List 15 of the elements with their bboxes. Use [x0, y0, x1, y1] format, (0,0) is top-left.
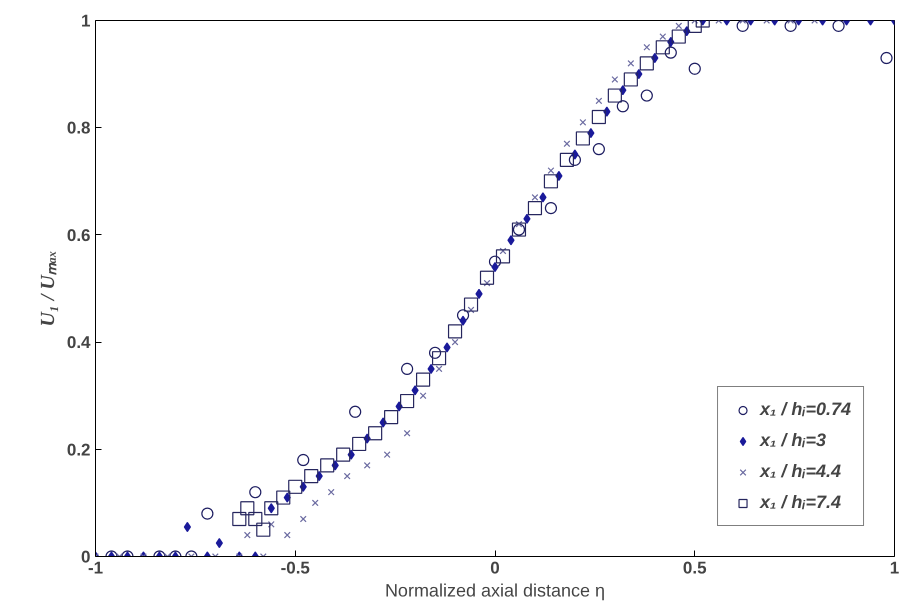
y-tick-label: 0.6: [66, 226, 91, 245]
x-tick-label: 0.5: [682, 558, 707, 578]
x-axis-title: Normalized axial distance η: [384, 580, 606, 600]
x-tick-label: 1: [890, 558, 900, 578]
x-tick-label: 0: [490, 558, 500, 578]
legend-label: x₁ / hᵢ=4.4: [760, 461, 841, 482]
legend-label: x₁ / hᵢ=3: [760, 430, 826, 451]
y-tick-label: 1: [81, 12, 91, 30]
y-tick-label: 0.4: [66, 333, 92, 352]
y-axis-title: U₁ / Uₘₐₓ: [36, 250, 59, 327]
y-tick-label: 0.8: [66, 118, 91, 138]
legend-label: x₁ / hᵢ=0.74: [760, 399, 851, 420]
x-tick-label: -0.5: [280, 558, 310, 578]
legend-label: x₁ / hᵢ=7.4: [760, 492, 841, 513]
y-tick-label: 0.2: [66, 440, 91, 460]
